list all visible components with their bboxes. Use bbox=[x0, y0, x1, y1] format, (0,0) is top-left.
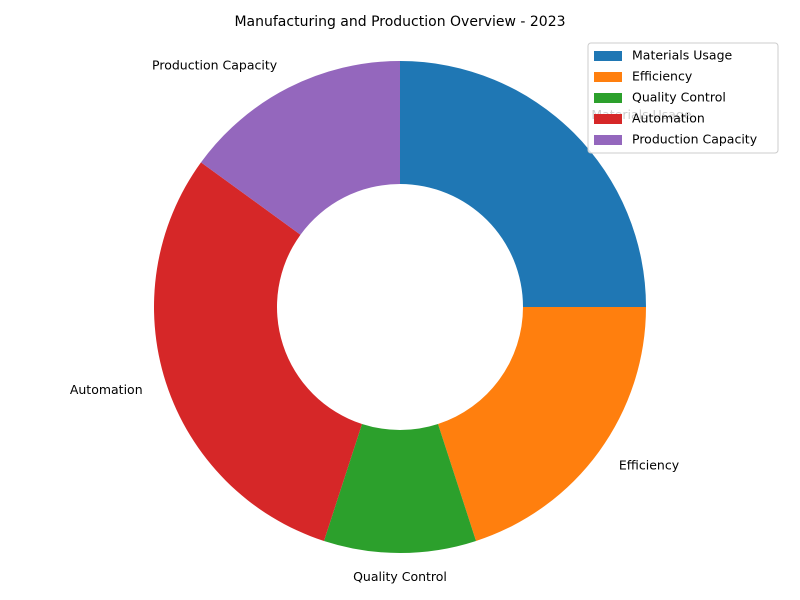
legend: Materials Usage Efficiency Quality Control… bbox=[587, 42, 779, 154]
legend-swatch-automation bbox=[594, 114, 622, 124]
legend-label-automation: Automation bbox=[632, 111, 705, 126]
slice-label-quality-control: Quality Control bbox=[353, 569, 447, 584]
slice-automation bbox=[153, 162, 362, 541]
legend-swatch-production-capacity bbox=[594, 135, 622, 145]
slice-production-capacity bbox=[200, 61, 400, 235]
pie-slices bbox=[153, 61, 646, 553]
legend-label-efficiency: Efficiency bbox=[632, 69, 693, 84]
legend-label-materials-usage: Materials Usage bbox=[632, 48, 733, 63]
slice-materials-usage bbox=[400, 61, 646, 307]
legend-swatch-efficiency bbox=[594, 72, 622, 82]
legend-swatch-materials-usage bbox=[594, 51, 622, 61]
legend-label-production-capacity: Production Capacity bbox=[632, 132, 758, 147]
slice-label-production-capacity: Production Capacity bbox=[152, 57, 278, 72]
slice-label-efficiency: Efficiency bbox=[619, 458, 680, 473]
legend-frame bbox=[587, 42, 779, 154]
chart-title: Manufacturing and Production Overview - … bbox=[234, 14, 565, 30]
legend-swatch-quality-control bbox=[594, 93, 622, 103]
slice-label-automation: Automation bbox=[70, 382, 143, 397]
slice-quality-control bbox=[323, 423, 477, 553]
legend-label-quality-control: Quality Control bbox=[632, 90, 726, 105]
slice-efficiency bbox=[438, 307, 646, 541]
